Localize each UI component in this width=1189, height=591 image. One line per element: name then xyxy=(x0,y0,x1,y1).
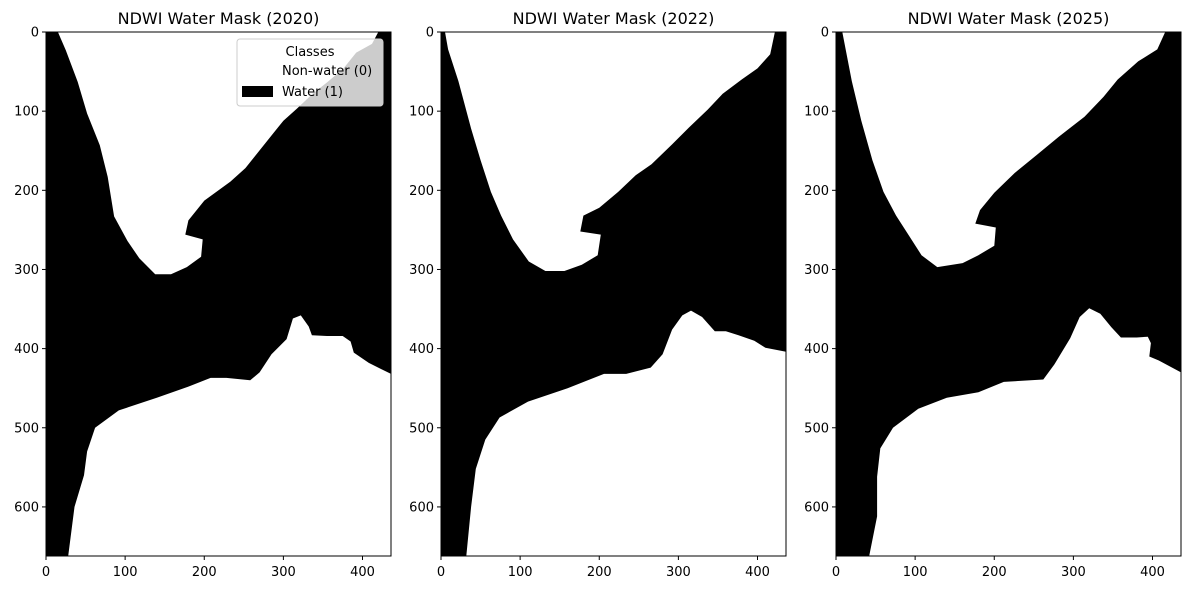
y-tick-label: 200 xyxy=(804,184,829,199)
x-tick-label: 100 xyxy=(903,565,928,580)
x-tick-label: 400 xyxy=(745,565,770,580)
y-tick-label: 500 xyxy=(14,421,39,436)
y-tick-label: 100 xyxy=(14,105,39,120)
y-tick-label: 200 xyxy=(14,184,39,199)
x-tick-label: 0 xyxy=(832,565,840,580)
y-tick-label: 100 xyxy=(804,105,829,120)
water-region-left-sea xyxy=(46,32,391,556)
y-tick-label: 400 xyxy=(804,342,829,357)
y-tick-label: 600 xyxy=(409,500,434,515)
y-tick-label: 500 xyxy=(409,421,434,436)
axes-frame xyxy=(835,31,1182,557)
panel-3: NDWI Water Mask (2025) 0 100 200 300 400 0 100 2… xyxy=(804,9,1182,580)
y-tick-label: 0 xyxy=(821,26,829,41)
x-tick-label: 100 xyxy=(113,565,138,580)
y-tick-label: 0 xyxy=(31,26,39,41)
y-tick-label: 300 xyxy=(14,263,39,278)
legend: Classes Non-water (0) Water (1) xyxy=(236,38,384,107)
chart-title: NDWI Water Mask (2022) xyxy=(513,9,715,28)
x-tick-label: 400 xyxy=(350,565,375,580)
x-tick-label: 100 xyxy=(508,565,533,580)
x-tick-label: 200 xyxy=(982,565,1007,580)
y-tick-label: 300 xyxy=(409,263,434,278)
x-tick-label: 300 xyxy=(271,565,296,580)
x-tick-label: 400 xyxy=(1140,565,1165,580)
panel-2: NDWI Water Mask (2022) 0 100 200 300 400 0 100 2… xyxy=(409,9,787,580)
legend-title: Classes xyxy=(286,45,335,60)
x-tick-label: 300 xyxy=(1061,565,1086,580)
x-tick-label: 0 xyxy=(437,565,445,580)
y-tick-label: 500 xyxy=(804,421,829,436)
legend-swatch xyxy=(242,86,273,97)
legend-label: Water (1) xyxy=(282,85,343,100)
y-tick-label: 300 xyxy=(804,263,829,278)
y-tick-label: 400 xyxy=(14,342,39,357)
water-region-left-sea xyxy=(836,32,1181,556)
axes-frame xyxy=(45,31,392,557)
x-tick-label: 200 xyxy=(587,565,612,580)
axes-frame xyxy=(440,31,787,557)
x-tick-label: 300 xyxy=(666,565,691,580)
x-tick-label: 200 xyxy=(192,565,217,580)
legend-label: Non-water (0) xyxy=(282,64,372,79)
y-tick-label: 600 xyxy=(14,500,39,515)
water-region-left-sea xyxy=(441,32,786,556)
y-tick-label: 600 xyxy=(804,500,829,515)
y-tick-label: 100 xyxy=(409,105,434,120)
x-tick-label: 0 xyxy=(42,565,50,580)
y-tick-label: 200 xyxy=(409,184,434,199)
chart-title: NDWI Water Mask (2020) xyxy=(118,9,320,28)
legend-swatch xyxy=(242,65,273,76)
y-tick-label: 400 xyxy=(409,342,434,357)
legend-box xyxy=(236,38,384,107)
y-tick-label: 0 xyxy=(426,26,434,41)
panel-1: NDWI Water Mask (2020) 0 100 200 300 400 0 100 2… xyxy=(14,9,392,580)
chart-title: NDWI Water Mask (2025) xyxy=(908,9,1110,28)
